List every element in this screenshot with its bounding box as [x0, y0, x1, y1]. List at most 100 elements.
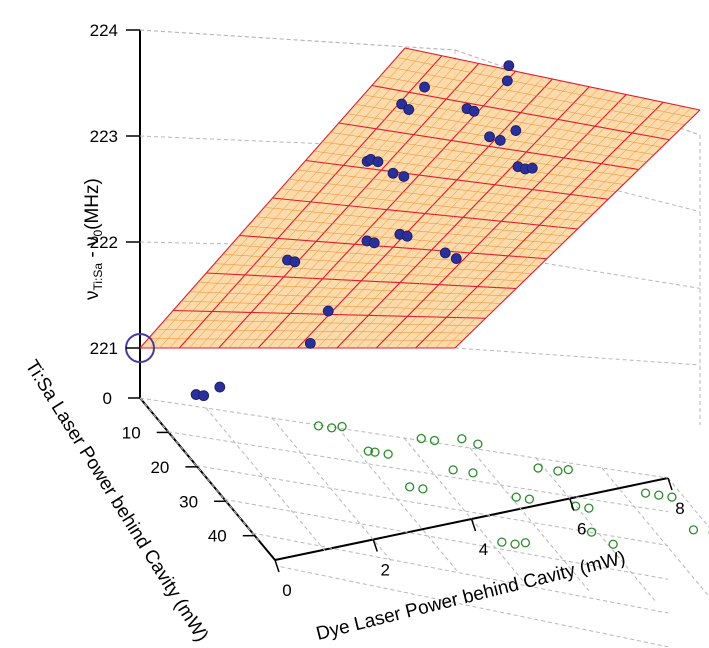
z-tick-label: 223 — [90, 127, 118, 146]
projection-point — [520, 538, 531, 548]
x-tick-label: 4 — [479, 540, 488, 559]
grid-line — [196, 465, 669, 546]
grid-line — [168, 431, 669, 513]
data-point — [198, 390, 210, 402]
data-point — [494, 134, 506, 146]
y-tick-label: 0 — [103, 389, 112, 408]
data-point — [387, 167, 399, 179]
x-tick-mark — [470, 518, 477, 532]
x-tick-label: 6 — [577, 520, 586, 539]
projection-point — [510, 539, 520, 549]
projection-point — [405, 482, 415, 492]
plane-mesh-line — [396, 57, 693, 118]
x-tick-mark — [667, 477, 673, 491]
plane-mesh-line — [435, 105, 682, 349]
tick-labels: 221 222 223 224 0 10 20 30 40 0 2 4 6 8 — [90, 21, 685, 600]
projection-point — [497, 537, 507, 547]
grid-line — [469, 447, 590, 591]
plane-mesh-line — [425, 104, 673, 349]
projection-point — [448, 465, 458, 475]
projection-point — [457, 434, 467, 444]
data-point — [450, 253, 462, 264]
data-point — [403, 104, 415, 115]
data-point — [372, 156, 384, 168]
x-tick-label: 2 — [381, 561, 390, 580]
x-tick-label: 0 — [282, 581, 291, 600]
projection-point — [654, 490, 664, 500]
plane-mesh-line — [322, 141, 624, 185]
data-point — [322, 305, 334, 317]
grid-line — [280, 566, 669, 648]
plane-mesh-line — [388, 66, 685, 126]
grid-line — [224, 498, 669, 580]
data-point — [439, 247, 451, 259]
projection-point — [553, 466, 563, 476]
projection-point — [688, 525, 699, 535]
projection-point — [524, 494, 535, 504]
plane-mesh-line — [297, 169, 601, 207]
plane-mesh-line — [375, 94, 627, 349]
projection-point — [416, 433, 426, 444]
data-point — [396, 98, 408, 110]
grid-line — [454, 248, 701, 289]
data-point — [468, 105, 480, 117]
plane-mesh-line — [272, 197, 578, 230]
projection-point — [383, 449, 393, 459]
data-point — [368, 237, 380, 249]
x-tick-label: 8 — [675, 499, 684, 518]
x-axis-label: Dye Laser Power behind Cavity (mW) — [314, 548, 627, 645]
fit-plane — [139, 47, 701, 349]
projection-point — [511, 492, 521, 502]
plane-mesh-line — [363, 94, 662, 148]
grid-line — [454, 347, 701, 366]
data-point — [419, 81, 430, 93]
z-tick-label: 221 — [90, 339, 118, 358]
grid-line — [271, 417, 392, 561]
plane-mesh-line — [336, 86, 590, 349]
plane-mesh-line — [330, 132, 632, 178]
data-point — [503, 60, 515, 72]
plane-mesh-line — [346, 88, 599, 349]
grid-line — [139, 397, 260, 541]
projection-point — [608, 539, 618, 549]
projection-point — [429, 435, 440, 446]
grid-line — [139, 29, 456, 51]
data-point — [510, 125, 522, 136]
y-tick-label: 40 — [208, 527, 227, 546]
plane-mesh-line — [404, 47, 701, 111]
projection-point — [586, 527, 597, 537]
projection-point — [563, 464, 573, 475]
plane-mesh-line — [444, 107, 691, 349]
plane-mesh-line — [405, 100, 655, 349]
projection-point — [363, 446, 373, 456]
x-tick-mark — [274, 559, 280, 573]
plane-mesh-line — [371, 84, 670, 141]
z-tick-label: 222 — [90, 233, 118, 252]
grid-line — [535, 457, 656, 601]
plane-mesh-line — [454, 109, 701, 349]
projection-point — [473, 439, 483, 449]
data-point — [289, 256, 301, 268]
plane-mesh-line — [305, 159, 609, 200]
grid-line — [252, 532, 669, 614]
plane-mesh-line — [280, 188, 586, 222]
projection-point — [313, 421, 324, 431]
projection-point — [337, 421, 347, 432]
projection-point — [468, 468, 478, 478]
data-points — [190, 60, 538, 402]
data-point — [526, 162, 538, 174]
z-axis-label: νTi:Sa - ν0(MHz) — [82, 178, 105, 300]
grid-line — [403, 437, 524, 581]
plane-mesh-line — [366, 92, 618, 349]
data-point — [304, 337, 316, 349]
plane-mesh-line — [395, 98, 645, 349]
grid-line — [205, 407, 326, 551]
y-tick-label: 20 — [150, 458, 169, 477]
projection-point — [418, 484, 428, 494]
plane-mesh-line — [317, 82, 572, 349]
data-point — [398, 171, 410, 182]
plane-mesh-line — [289, 179, 593, 215]
x-tick-mark — [569, 498, 575, 511]
grid-line — [139, 397, 669, 479]
